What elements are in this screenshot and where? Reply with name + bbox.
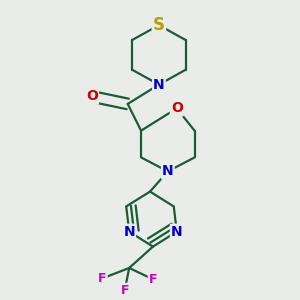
Text: N: N (123, 225, 135, 239)
Text: F: F (121, 284, 129, 297)
Text: S: S (153, 16, 165, 34)
Text: N: N (171, 225, 183, 239)
Text: N: N (153, 78, 165, 92)
Text: O: O (171, 101, 183, 116)
Text: F: F (98, 272, 107, 285)
Text: O: O (86, 89, 98, 103)
Text: F: F (149, 273, 157, 286)
Text: N: N (162, 164, 174, 178)
